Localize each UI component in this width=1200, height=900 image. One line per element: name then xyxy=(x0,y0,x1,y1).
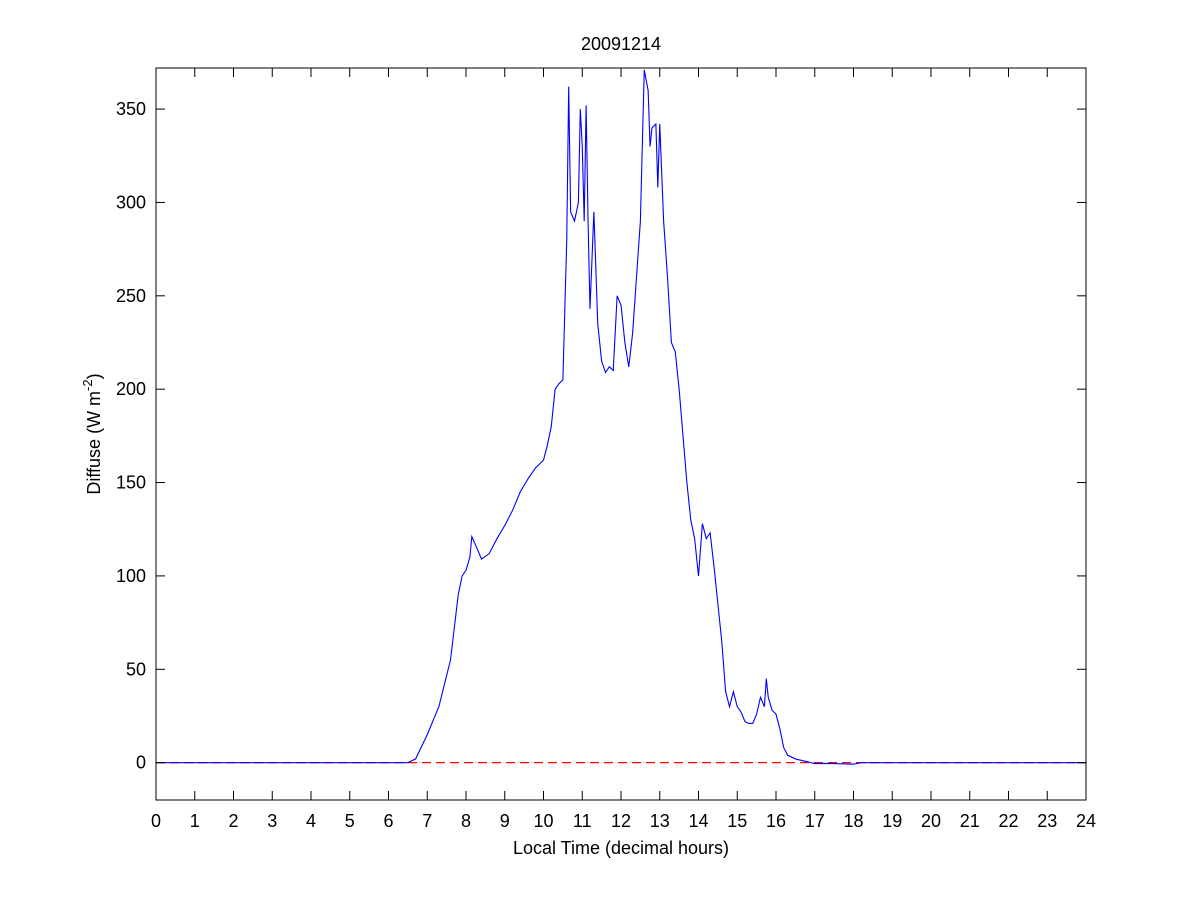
x-tick-label: 21 xyxy=(960,811,980,831)
y-tick-label: 150 xyxy=(116,473,146,493)
y-axis-label: Diffuse (W m-2) xyxy=(80,373,104,494)
y-tick-label: 50 xyxy=(126,659,146,679)
x-tick-label: 0 xyxy=(151,811,161,831)
y-label-suffix: ) xyxy=(84,373,104,379)
x-tick-label: 24 xyxy=(1076,811,1096,831)
x-tick-label: 15 xyxy=(727,811,747,831)
data-line xyxy=(156,69,1086,765)
x-tick-label: 6 xyxy=(383,811,393,831)
y-tick-label: 100 xyxy=(116,566,146,586)
y-tick-label: 250 xyxy=(116,286,146,306)
x-tick-label: 2 xyxy=(228,811,238,831)
x-tick-label: 3 xyxy=(267,811,277,831)
x-tick-label: 10 xyxy=(533,811,553,831)
x-tick-label: 19 xyxy=(882,811,902,831)
x-axis-label: Local Time (decimal hours) xyxy=(513,838,729,858)
x-tick-label: 5 xyxy=(345,811,355,831)
y-tick-label: 300 xyxy=(116,192,146,212)
y-tick-label: 0 xyxy=(136,753,146,773)
x-tick-label: 8 xyxy=(461,811,471,831)
x-tick-label: 4 xyxy=(306,811,316,831)
chart-title: 20091214 xyxy=(581,34,661,54)
x-tick-label: 22 xyxy=(998,811,1018,831)
x-tick-label: 20 xyxy=(921,811,941,831)
x-tick-label: 11 xyxy=(573,811,592,831)
y-tick-label: 350 xyxy=(116,99,146,119)
x-tick-label: 18 xyxy=(843,811,863,831)
x-tick-label: 12 xyxy=(611,811,631,831)
x-tick-label: 9 xyxy=(500,811,510,831)
x-tick-label: 14 xyxy=(688,811,708,831)
x-tick-label: 23 xyxy=(1037,811,1057,831)
y-tick-label: 200 xyxy=(116,379,146,399)
x-tick-label: 13 xyxy=(650,811,670,831)
y-label-superscript: -2 xyxy=(80,379,95,391)
x-tick-label: 1 xyxy=(190,811,200,831)
x-tick-label: 17 xyxy=(805,811,825,831)
y-label-text: Diffuse (W m xyxy=(84,391,104,495)
x-tick-label: 7 xyxy=(422,811,432,831)
x-tick-label: 16 xyxy=(766,811,786,831)
